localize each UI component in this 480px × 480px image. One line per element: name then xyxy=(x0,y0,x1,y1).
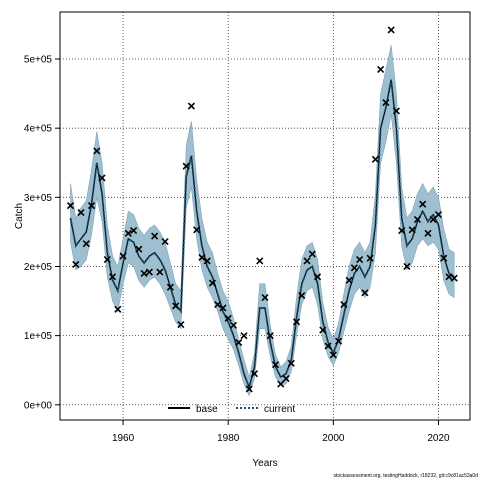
observed-point xyxy=(287,359,295,367)
observed-point xyxy=(319,326,327,334)
observed-point xyxy=(145,268,153,276)
observed-point xyxy=(114,305,122,313)
observed-point xyxy=(350,264,358,272)
observed-point xyxy=(256,257,264,265)
observed-point xyxy=(434,211,443,219)
observed-point xyxy=(177,321,185,329)
observed-point xyxy=(440,254,448,262)
observed-point xyxy=(219,304,227,312)
observed-point xyxy=(72,260,80,268)
observed-point xyxy=(172,302,180,310)
observed-point xyxy=(382,99,390,107)
observed-point xyxy=(208,279,217,287)
observed-point xyxy=(130,226,138,235)
observed-point xyxy=(187,102,195,110)
confidence-band xyxy=(70,45,455,397)
observed-point xyxy=(371,155,379,163)
observed-point xyxy=(450,274,458,282)
observed-point xyxy=(87,202,96,210)
observed-point xyxy=(429,215,437,224)
observed-point xyxy=(103,256,111,264)
observed-point xyxy=(403,262,411,271)
observed-point xyxy=(66,202,75,210)
observed-point xyxy=(366,254,374,262)
observed-point xyxy=(261,294,269,302)
observed-point xyxy=(392,107,400,115)
observed-point xyxy=(82,240,90,248)
observed-point xyxy=(277,380,285,388)
observed-point xyxy=(224,314,232,322)
observed-point xyxy=(119,252,127,260)
observed-point xyxy=(313,273,322,281)
observed-point xyxy=(182,162,190,170)
observed-point xyxy=(214,300,222,309)
observed-point xyxy=(413,215,422,224)
y-tick-label: 2e+05 xyxy=(24,262,53,273)
legend-base-label: base xyxy=(196,404,218,415)
observed-point xyxy=(292,318,301,326)
observed-point xyxy=(419,200,427,208)
observed-point xyxy=(340,300,348,309)
observed-point xyxy=(93,147,101,155)
observed-point xyxy=(308,250,316,258)
plot-frame xyxy=(59,11,471,421)
observed-point xyxy=(298,291,306,300)
observed-point xyxy=(156,268,164,276)
y-tick-label: 5e+05 xyxy=(24,55,53,66)
observed-point xyxy=(240,332,248,340)
observed-point xyxy=(271,361,280,369)
y-tick-label: 0e+00 xyxy=(24,400,53,411)
observed-point xyxy=(198,253,206,262)
x-tick-label: 1980 xyxy=(217,433,240,444)
observed-point xyxy=(161,238,169,246)
observed-point xyxy=(345,276,353,284)
observed-point xyxy=(135,245,143,253)
y-tick-label: 4e+05 xyxy=(24,124,53,135)
observed-point xyxy=(329,351,337,359)
y-tick-label: 3e+05 xyxy=(24,193,53,204)
observed-point xyxy=(266,332,274,340)
observed-point xyxy=(398,226,406,235)
observed-point xyxy=(235,338,243,347)
observed-point xyxy=(282,374,290,383)
observed-point xyxy=(303,257,311,265)
x-tick-label: 2000 xyxy=(322,433,345,444)
observed-point xyxy=(387,26,395,34)
observed-point xyxy=(324,342,332,350)
observed-point xyxy=(356,256,364,264)
legend: base current xyxy=(168,404,295,415)
observed-point xyxy=(408,226,416,234)
observed-points xyxy=(66,26,458,393)
observed-point xyxy=(245,385,253,393)
observed-point xyxy=(335,337,343,345)
y-axis-label: Catch xyxy=(14,203,25,229)
observed-point xyxy=(203,257,211,265)
x-axis: 1960 1980 2000 2020 xyxy=(112,420,450,444)
observed-point xyxy=(166,283,174,291)
observed-point xyxy=(124,229,132,237)
observed-point xyxy=(229,321,238,329)
observed-point xyxy=(377,65,385,73)
x-tick-label: 1960 xyxy=(112,433,135,444)
x-axis-label: Years xyxy=(252,458,277,469)
y-axis: 0e+00 1e+05 2e+05 3e+05 4e+05 5e+05 xyxy=(24,55,60,411)
observed-point xyxy=(445,273,453,281)
footer-note: stockassessment.org, testingHaddock, r18… xyxy=(333,473,478,479)
observed-point xyxy=(250,370,259,378)
y-tick-label: 1e+05 xyxy=(24,331,53,342)
observed-point xyxy=(98,174,106,182)
observed-point xyxy=(108,273,117,281)
observed-point xyxy=(151,232,159,240)
observed-point xyxy=(361,289,369,297)
series-current-line xyxy=(69,79,455,391)
x-tick-label: 2020 xyxy=(427,433,450,444)
observed-point xyxy=(193,226,201,234)
observed-point xyxy=(140,269,148,277)
observed-point xyxy=(77,208,85,217)
observed-point xyxy=(424,229,432,237)
legend-current-label: current xyxy=(264,404,295,415)
